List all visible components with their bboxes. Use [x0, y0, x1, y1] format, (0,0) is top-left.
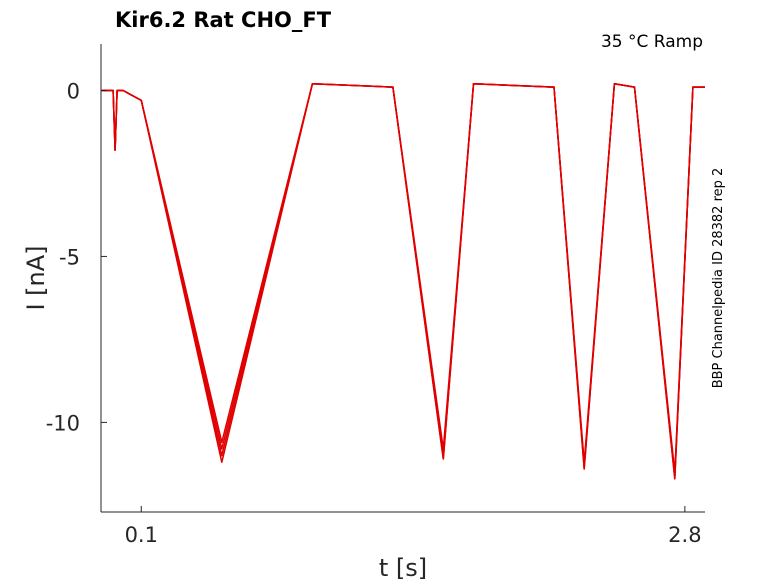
x-axis-label: t [s]: [379, 554, 427, 582]
y-tick-label: -5: [59, 245, 80, 269]
x-tick-label: 0.1: [125, 523, 158, 547]
series-line-3: [101, 83, 705, 480]
ticks-group: 0.1 2.8 0 -5 -10: [46, 79, 702, 547]
side-note: BBP Channelpedia ID 28382 rep 2: [711, 168, 726, 389]
series-group: [101, 83, 705, 480]
series-line-4: [101, 83, 705, 480]
series-line-2: [101, 83, 705, 477]
y-axis-label: I [nA]: [22, 245, 50, 310]
y-tick-label: -10: [46, 411, 80, 435]
chart-subtitle: 35 °C Ramp: [601, 32, 703, 52]
x-tick-label: 2.8: [668, 523, 701, 547]
y-tick-label: 0: [67, 79, 80, 103]
plot-area: 0.1 2.8 0 -5 -10: [46, 44, 705, 547]
chart-title: Kir6.2 Rat CHO_FT: [115, 8, 332, 32]
series-line-1: [101, 83, 705, 473]
